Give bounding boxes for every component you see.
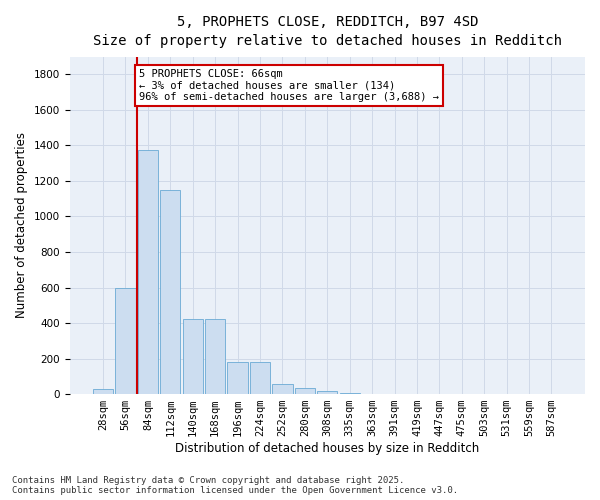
- Y-axis label: Number of detached properties: Number of detached properties: [15, 132, 28, 318]
- Bar: [182, 320, 203, 394]
- Bar: [340, 393, 360, 394]
- Bar: [160, 190, 181, 394]
- Text: 5 PROPHETS CLOSE: 66sqm
← 3% of detached houses are smaller (134)
96% of semi-de: 5 PROPHETS CLOSE: 66sqm ← 3% of detached…: [139, 69, 439, 102]
- Bar: [295, 388, 315, 394]
- Title: 5, PROPHETS CLOSE, REDDITCH, B97 4SD
Size of property relative to detached house: 5, PROPHETS CLOSE, REDDITCH, B97 4SD Siz…: [93, 15, 562, 48]
- Bar: [115, 288, 136, 394]
- Text: Contains HM Land Registry data © Crown copyright and database right 2025.
Contai: Contains HM Land Registry data © Crown c…: [12, 476, 458, 495]
- Bar: [317, 392, 337, 394]
- Bar: [250, 362, 270, 394]
- Bar: [205, 320, 225, 394]
- Bar: [138, 150, 158, 394]
- Bar: [93, 389, 113, 394]
- Bar: [227, 362, 248, 394]
- X-axis label: Distribution of detached houses by size in Redditch: Distribution of detached houses by size …: [175, 442, 479, 455]
- Bar: [272, 384, 293, 394]
